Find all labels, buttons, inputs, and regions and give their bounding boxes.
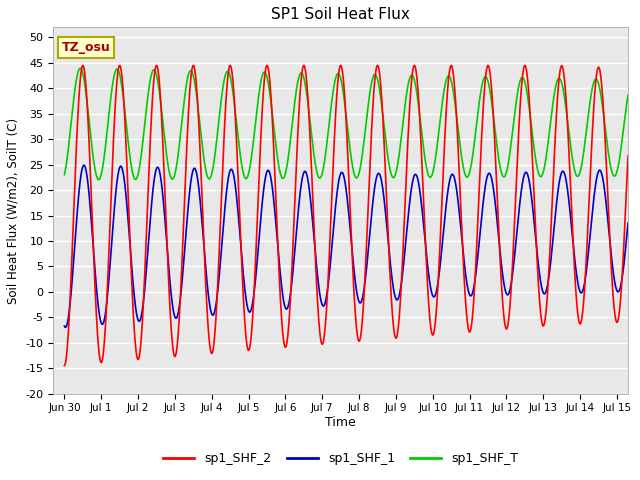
sp1_SHF_2 xyxy=(624,153,632,159)
sp1_SHF_T xyxy=(95,177,102,182)
Title: SP1 Soil Heat Flux: SP1 Soil Heat Flux xyxy=(271,7,410,22)
sp1_SHF_1 xyxy=(61,324,69,330)
Line: sp1_SHF_T: sp1_SHF_T xyxy=(65,68,628,180)
sp1_SHF_1 xyxy=(399,270,406,276)
sp1_SHF_T xyxy=(276,169,284,175)
sp1_SHF_1 xyxy=(481,184,489,190)
sp1_SHF_T xyxy=(524,96,532,102)
Line: sp1_SHF_1: sp1_SHF_1 xyxy=(65,165,628,327)
sp1_SHF_2 xyxy=(263,62,271,68)
sp1_SHF_1 xyxy=(276,267,284,273)
sp1_SHF_T xyxy=(624,92,632,98)
sp1_SHF_1 xyxy=(163,243,171,249)
sp1_SHF_1 xyxy=(428,288,435,293)
sp1_SHF_1 xyxy=(61,323,68,329)
sp1_SHF_2 xyxy=(524,80,532,85)
sp1_SHF_2 xyxy=(61,363,68,369)
Y-axis label: Soil Heat Flux (W/m2), SoilT (C): Soil Heat Flux (W/m2), SoilT (C) xyxy=(7,118,20,303)
Legend: sp1_SHF_2, sp1_SHF_1, sp1_SHF_T: sp1_SHF_2, sp1_SHF_1, sp1_SHF_T xyxy=(158,447,523,470)
sp1_SHF_T xyxy=(163,155,171,161)
sp1_SHF_T xyxy=(399,123,406,129)
sp1_SHF_T xyxy=(481,74,489,80)
X-axis label: Time: Time xyxy=(325,416,356,429)
sp1_SHF_2 xyxy=(163,235,171,240)
sp1_SHF_2 xyxy=(399,258,406,264)
sp1_SHF_2 xyxy=(481,79,489,85)
sp1_SHF_T xyxy=(61,172,68,178)
sp1_SHF_2 xyxy=(276,286,284,292)
Text: TZ_osu: TZ_osu xyxy=(62,41,111,54)
sp1_SHF_T xyxy=(428,174,435,180)
sp1_SHF_2 xyxy=(428,326,435,332)
sp1_SHF_1 xyxy=(524,173,532,179)
sp1_SHF_1 xyxy=(80,162,88,168)
sp1_SHF_1 xyxy=(624,220,632,226)
Line: sp1_SHF_2: sp1_SHF_2 xyxy=(65,65,628,366)
sp1_SHF_T xyxy=(76,65,84,71)
